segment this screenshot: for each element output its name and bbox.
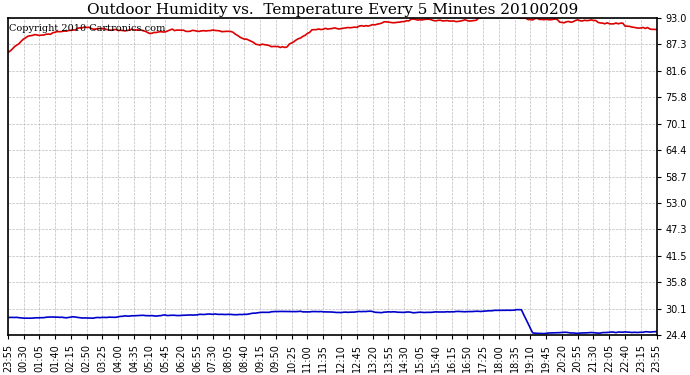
Text: Copyright 2010 Cartronics.com: Copyright 2010 Cartronics.com [9, 24, 166, 33]
Title: Outdoor Humidity vs.  Temperature Every 5 Minutes 20100209: Outdoor Humidity vs. Temperature Every 5… [86, 3, 578, 17]
